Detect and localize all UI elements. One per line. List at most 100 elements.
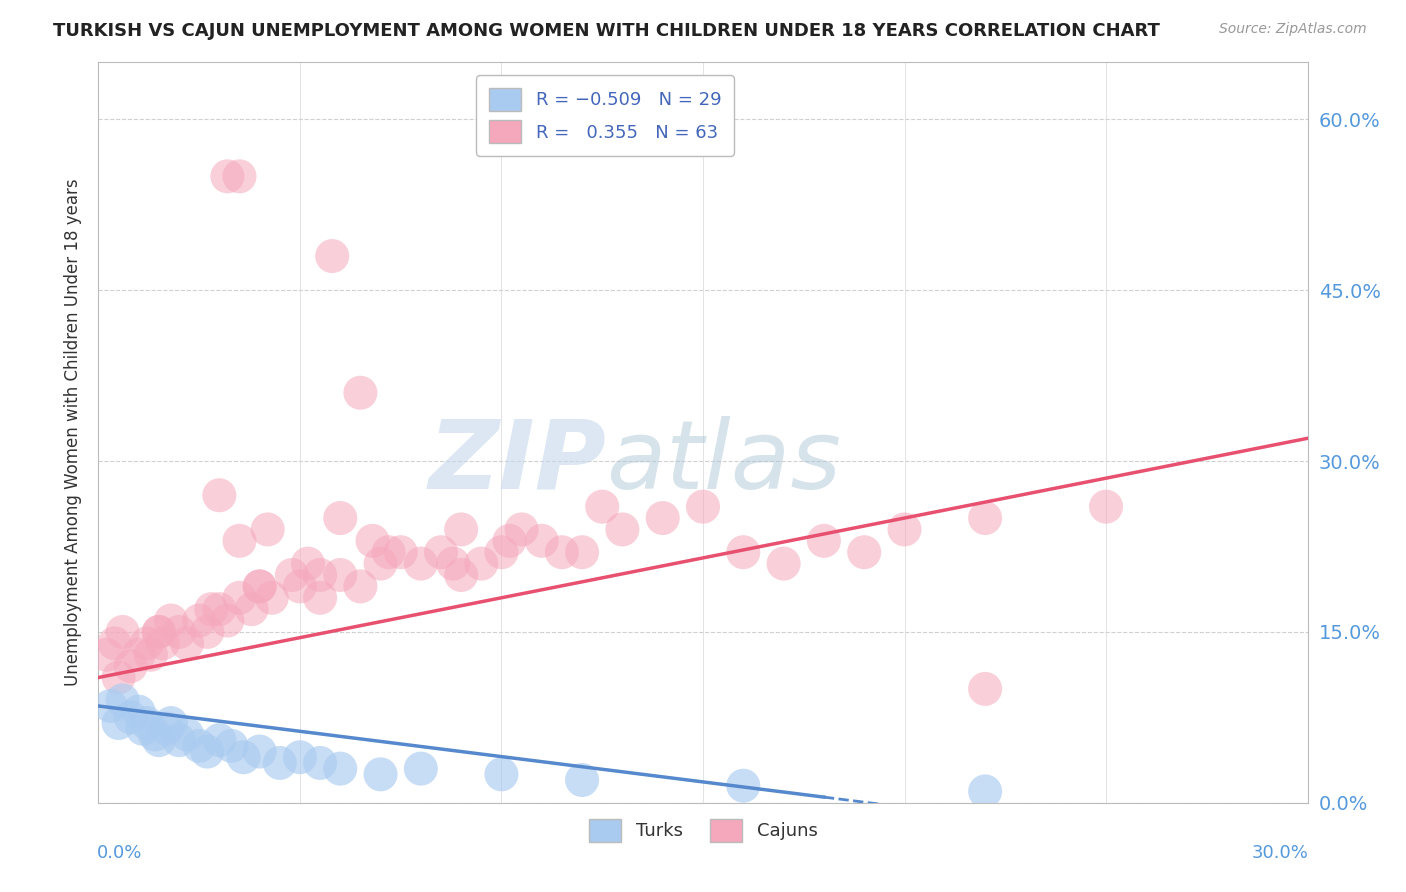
Point [450, 523, 472, 537]
Point [217, 614, 239, 628]
Text: 0.0%: 0.0% [97, 844, 142, 862]
Point [208, 733, 231, 747]
Point [152, 636, 174, 650]
Point [228, 591, 250, 605]
Point [813, 533, 835, 548]
Text: ZIP: ZIP [429, 416, 606, 508]
Point [260, 591, 283, 605]
Point [128, 705, 150, 719]
Point [167, 733, 190, 747]
Point [297, 557, 319, 571]
Point [132, 722, 155, 736]
Point [188, 739, 211, 753]
Point [232, 750, 254, 764]
Point [530, 533, 553, 548]
Point [176, 636, 198, 650]
Point [96, 648, 118, 662]
Point [107, 671, 129, 685]
Point [160, 614, 183, 628]
Point [893, 523, 915, 537]
Point [409, 557, 432, 571]
Point [321, 249, 343, 263]
Point [188, 614, 211, 628]
Point [156, 722, 179, 736]
Point [103, 636, 125, 650]
Text: 30.0%: 30.0% [1251, 844, 1309, 862]
Point [160, 716, 183, 731]
Point [491, 545, 513, 559]
Point [240, 602, 263, 616]
Point [128, 648, 150, 662]
Point [510, 523, 533, 537]
Point [651, 511, 673, 525]
Point [195, 624, 218, 639]
Point [370, 557, 392, 571]
Point [228, 533, 250, 548]
Point [974, 511, 997, 525]
Y-axis label: Unemployment Among Women with Children Under 18 years: Unemployment Among Women with Children U… [63, 178, 82, 687]
Point [349, 385, 371, 400]
Point [430, 545, 453, 559]
Point [148, 624, 170, 639]
Point [208, 488, 231, 502]
Point [370, 767, 392, 781]
Point [612, 523, 634, 537]
Point [111, 624, 134, 639]
Point [217, 169, 239, 184]
Point [288, 579, 311, 593]
Point [120, 710, 142, 724]
Point [135, 716, 157, 731]
Point [139, 648, 162, 662]
Text: atlas: atlas [606, 416, 841, 508]
Legend: Turks, Cajuns: Turks, Cajuns [581, 812, 825, 849]
Point [361, 533, 384, 548]
Point [100, 698, 122, 713]
Point [571, 545, 593, 559]
Point [974, 784, 997, 798]
Point [148, 733, 170, 747]
Point [733, 779, 755, 793]
Point [377, 545, 399, 559]
Point [551, 545, 574, 559]
Point [853, 545, 876, 559]
Point [329, 568, 352, 582]
Point [200, 602, 222, 616]
Point [256, 523, 278, 537]
Point [692, 500, 714, 514]
Point [111, 693, 134, 707]
Point [249, 745, 271, 759]
Point [176, 727, 198, 741]
Point [498, 533, 520, 548]
Point [195, 745, 218, 759]
Point [269, 756, 291, 770]
Text: TURKISH VS CAJUN UNEMPLOYMENT AMONG WOMEN WITH CHILDREN UNDER 18 YEARS CORRELATI: TURKISH VS CAJUN UNEMPLOYMENT AMONG WOME… [53, 22, 1160, 40]
Point [571, 772, 593, 787]
Text: Source: ZipAtlas.com: Source: ZipAtlas.com [1219, 22, 1367, 37]
Point [329, 511, 352, 525]
Point [167, 624, 190, 639]
Point [120, 659, 142, 673]
Point [221, 739, 243, 753]
Point [228, 169, 250, 184]
Point [450, 568, 472, 582]
Point [470, 557, 492, 571]
Point [441, 557, 464, 571]
Point [249, 579, 271, 593]
Point [309, 591, 332, 605]
Point [409, 762, 432, 776]
Point [974, 681, 997, 696]
Point [281, 568, 304, 582]
Point [309, 756, 332, 770]
Point [148, 624, 170, 639]
Point [349, 579, 371, 593]
Point [135, 636, 157, 650]
Point [107, 716, 129, 731]
Point [329, 762, 352, 776]
Point [208, 602, 231, 616]
Point [389, 545, 412, 559]
Point [288, 750, 311, 764]
Point [772, 557, 794, 571]
Point [491, 767, 513, 781]
Point [733, 545, 755, 559]
Point [1095, 500, 1118, 514]
